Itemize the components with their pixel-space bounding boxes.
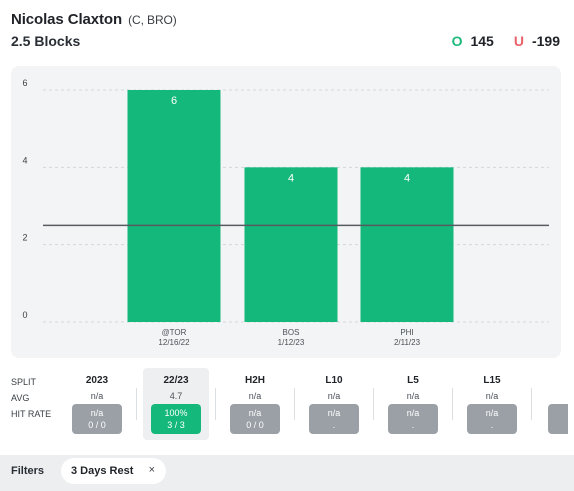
hit-rate-value: n/a [248, 408, 262, 418]
hit-rate-badge: n/a 0 / 0 [72, 404, 122, 434]
prop-line: 2.5 Blocks [11, 33, 81, 49]
bar-value-label: 4 [288, 172, 294, 184]
split-label: H2H [244, 375, 265, 386]
split-table: SPLIT AVG HIT RATE 2023 n/a n/a 0 / 0 22/23 4… [0, 368, 574, 444]
over-icon: O [451, 33, 463, 49]
column-divider [215, 388, 216, 420]
hit-rate-value: n/a [406, 408, 420, 418]
y-tick-label: 2 [22, 233, 27, 243]
bar [360, 167, 454, 322]
bar-value-label: 6 [171, 95, 177, 107]
hit-rate-badge: n/a. [388, 404, 438, 434]
hit-rate-badge: n/a. [309, 404, 359, 434]
split-column[interactable]: 22/23 4.7 100% 3 / 3 [143, 368, 209, 440]
under-odds-button[interactable]: U -199 [514, 33, 560, 49]
split-column[interactable]: L10 n/a n/a. [301, 368, 367, 440]
x-tick-date: 2/11/23 [394, 338, 421, 347]
split-label: L10 [325, 375, 343, 386]
y-tick-label: 6 [22, 78, 27, 88]
column-divider [531, 388, 532, 420]
row-label-split: SPLIT [11, 377, 37, 387]
under-icon: U [513, 33, 524, 49]
split-avg: 4.7 [169, 391, 183, 401]
split-label: L5 [407, 375, 419, 386]
x-tick-date: 1/12/23 [278, 338, 305, 347]
hit-rate-count: 0 / 0 [88, 420, 106, 430]
game-log-chart: 0 2 4 6 6 @TOR 12/16/22 4 BOS 1/12/23 4 PHI 2/11/23 [11, 66, 561, 358]
hit-rate-count: 0 / 0 [246, 420, 264, 430]
hit-rate-badge: 100% 3 / 3 [151, 404, 201, 434]
filter-chip-label: 3 Days Rest [71, 465, 134, 477]
filters-bar: Filters 3 Days Rest × [0, 455, 574, 491]
under-odds-value: -199 [531, 33, 560, 49]
row-label-avg: AVG [11, 393, 30, 403]
split-label: L15 [483, 375, 501, 386]
player-title: Nicolas Claxton (C, BRO) [11, 11, 560, 28]
over-odds-button[interactable]: O 145 [452, 33, 494, 49]
over-odds-value: 145 [470, 33, 494, 49]
hit-rate-count: 3 / 3 [167, 420, 185, 430]
x-tick-opponent: @TOR [162, 328, 187, 337]
bar-value-label: 4 [404, 172, 410, 184]
hit-rate-badge: n/a. [467, 404, 517, 434]
split-avg: n/a [90, 391, 104, 401]
hit-rate-value: n/a [90, 408, 104, 418]
column-divider [373, 388, 374, 420]
split-label: 2023 [85, 375, 109, 386]
column-divider [294, 388, 295, 420]
column-divider [452, 388, 453, 420]
hit-rate-badge: n/a 0 / 0 [230, 404, 280, 434]
hit-rate-value: n/a [485, 408, 499, 418]
split-column-overflow[interactable] [548, 404, 568, 434]
split-column[interactable]: H2H n/a n/a 0 / 0 [222, 368, 288, 440]
split-avg: n/a [406, 391, 420, 401]
hit-rate-value: 100% [164, 408, 188, 418]
column-divider [136, 388, 137, 420]
split-label: 22/23 [163, 375, 189, 386]
player-name: Nicolas Claxton [11, 11, 123, 28]
odds-group: O 145 U -199 [452, 33, 560, 49]
x-tick-opponent: BOS [283, 328, 300, 337]
filter-chip-3-days-rest[interactable]: 3 Days Rest × [61, 458, 166, 484]
y-tick-label: 4 [22, 155, 27, 165]
hit-rate-value: n/a [327, 408, 341, 418]
x-tick-date: 12/16/22 [158, 338, 190, 347]
split-avg: n/a [327, 391, 341, 401]
prop-header: Nicolas Claxton (C, BRO) 2.5 Blocks O 14… [11, 11, 560, 55]
y-tick-label: 0 [22, 310, 27, 320]
split-column[interactable]: L15 n/a n/a. [459, 368, 525, 440]
hit-rate-count: . [332, 420, 336, 430]
bar [244, 167, 338, 322]
hit-rate-count: . [490, 420, 494, 430]
split-column[interactable]: 2023 n/a n/a 0 / 0 [64, 368, 130, 440]
row-label-hit-rate: HIT RATE [11, 409, 52, 419]
filters-label: Filters [11, 465, 45, 477]
split-avg: n/a [485, 391, 499, 401]
split-row-labels: SPLIT AVG HIT RATE [11, 374, 51, 422]
split-avg: n/a [248, 391, 262, 401]
player-meta: (C, BRO) [128, 13, 177, 27]
hit-rate-count: . [411, 420, 415, 430]
x-tick-opponent: PHI [400, 328, 413, 337]
split-column[interactable]: L5 n/a n/a. [380, 368, 446, 440]
close-icon[interactable]: × [148, 464, 155, 476]
bar [127, 90, 221, 322]
